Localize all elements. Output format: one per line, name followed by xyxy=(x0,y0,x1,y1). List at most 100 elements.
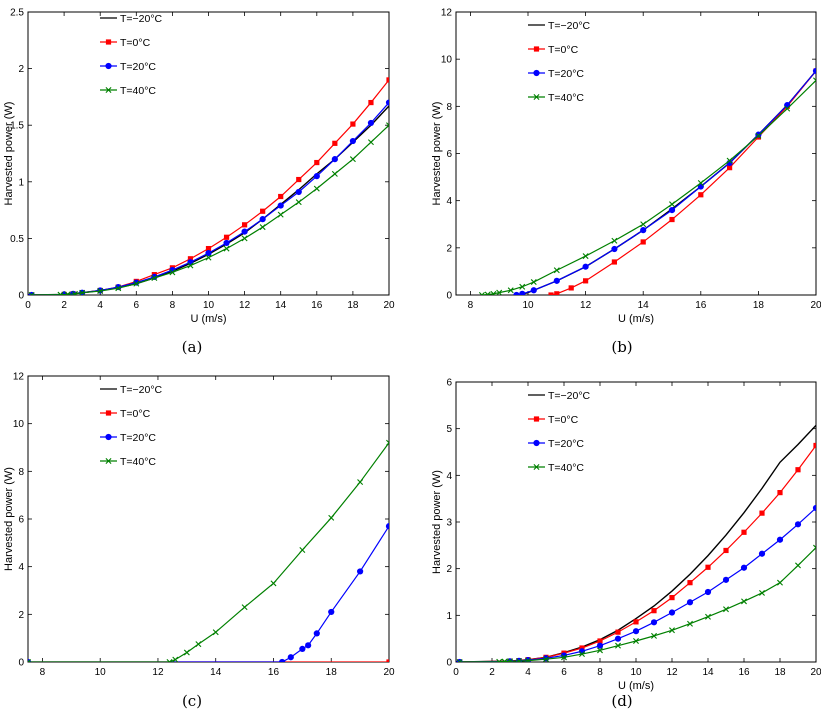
data-point-T=0 xyxy=(187,256,194,262)
data-point-T=40 xyxy=(169,269,176,276)
series-group xyxy=(478,67,816,295)
data-point-T=40 xyxy=(519,283,526,290)
data-point-T=40 xyxy=(777,579,783,586)
legend-marker-T=0 xyxy=(105,39,112,45)
x-tick-label: 18 xyxy=(753,300,765,311)
data-point-T=20 xyxy=(385,523,389,530)
x-tick-label: 20 xyxy=(383,667,395,678)
legend-label-T=20: T=20°C xyxy=(120,432,156,444)
data-point-T=40 xyxy=(615,642,621,649)
data-point-T=0 xyxy=(723,547,729,554)
legend-marker-T=0 xyxy=(105,410,112,416)
series-group xyxy=(456,424,816,662)
y-tick-label: 5 xyxy=(446,424,452,435)
data-point-T=0 xyxy=(727,165,733,171)
data-point-T=20 xyxy=(331,156,338,163)
data-point-T=40 xyxy=(28,659,31,662)
x-tick-label: 8 xyxy=(40,667,46,678)
legend-label-T=40: T=40°C xyxy=(120,85,156,97)
y-tick-label: 1.5 xyxy=(10,121,24,132)
legend-label-T=20: T=20°C xyxy=(548,438,584,450)
data-point-T=40 xyxy=(151,275,158,282)
data-point-T=40 xyxy=(669,627,675,634)
x-tick-label: 2 xyxy=(489,667,495,678)
data-point-T=40 xyxy=(64,291,71,295)
data-point-T=40 xyxy=(205,254,212,261)
legend-label-T=20: T=20°C xyxy=(548,68,584,80)
data-point-T=40 xyxy=(313,185,320,192)
data-point-T=40 xyxy=(456,659,463,662)
data-point-T=0 xyxy=(548,292,554,295)
data-point-T=0 xyxy=(611,259,617,265)
x-tick-label: 10 xyxy=(95,667,107,678)
data-point-T=20 xyxy=(686,599,694,606)
data-point-T=40 xyxy=(133,280,140,287)
y-tick-label: 4 xyxy=(446,196,452,207)
chart-panel-b: 8 10 12 14 16 18 20 0 2 4 6 8 10 12 U (m/s) Harvested p… xyxy=(431,8,821,357)
x-tick-label: 16 xyxy=(738,667,750,678)
data-point-T=40 xyxy=(490,290,497,295)
data-point-T=20 xyxy=(385,99,389,106)
legend-marker-T=20 xyxy=(105,433,112,441)
data-point-T=20 xyxy=(349,137,356,145)
x-tick-label: 10 xyxy=(522,300,534,311)
data-point-T=40 xyxy=(507,287,514,294)
x-tick-label: 8 xyxy=(468,300,474,311)
x-tick-label: 14 xyxy=(702,667,714,678)
data-point-T=20 xyxy=(794,521,802,528)
legend-marker-T=40 xyxy=(533,94,540,100)
y-axis-label: Harvested power (W) xyxy=(431,470,443,574)
data-point-T=0 xyxy=(687,580,693,586)
x-tick-label: 12 xyxy=(580,300,592,311)
data-point-T=0 xyxy=(350,121,356,127)
x-axis-label: U (m/s) xyxy=(618,313,654,325)
chart-panel-c: 8 10 12 14 16 18 20 0 2 4 6 8 10 12 Harvested power (W… xyxy=(3,372,395,711)
data-point-T=20 xyxy=(582,263,589,270)
data-point-T=40 xyxy=(166,659,173,662)
data-point-T=0 xyxy=(597,638,603,644)
data-point-T=40 xyxy=(79,289,86,295)
data-point-T=40 xyxy=(507,658,513,662)
data-point-T=20 xyxy=(279,658,286,662)
data-point-T=0 xyxy=(705,564,711,570)
data-point-T=40 xyxy=(530,279,537,286)
data-point-T=40 xyxy=(367,139,374,146)
x-tick-label: 4 xyxy=(97,300,103,311)
data-point-T=0 xyxy=(554,291,560,295)
data-point-T=0 xyxy=(741,529,747,535)
data-point-T=20 xyxy=(513,291,520,295)
legend-label-T=0: T=0°C xyxy=(548,44,579,56)
x-tick-label: 12 xyxy=(152,667,164,678)
data-point-T=20 xyxy=(812,504,816,512)
y-tick-label: 6 xyxy=(446,378,452,389)
panel-caption-c: (c) xyxy=(182,692,202,710)
data-point-T=20 xyxy=(287,654,294,661)
x-tick-label: 14 xyxy=(638,300,650,311)
x-tick-label: 6 xyxy=(134,300,140,311)
data-point-T=40 xyxy=(597,647,603,654)
data-point-T=0 xyxy=(296,176,302,183)
data-point-T=40 xyxy=(579,651,585,658)
data-point-T=20 xyxy=(722,576,730,583)
data-point-T=0 xyxy=(260,208,266,214)
chart-panel-a: 0 2 4 6 8 10 12 14 16 18 20 0 0.5 1 1.5 2 2.5 U (m/s) Harv… xyxy=(3,8,395,357)
data-point-T=40 xyxy=(97,288,104,295)
data-point-T=20 xyxy=(614,635,622,642)
data-point-T=20 xyxy=(596,642,604,649)
y-tick-label: 8 xyxy=(446,102,452,113)
data-point-T=40 xyxy=(57,291,64,295)
data-point-T=40 xyxy=(195,641,202,648)
data-point-T=20 xyxy=(740,564,748,571)
y-tick-label: 8 xyxy=(18,467,24,478)
x-tick-label: 2 xyxy=(61,300,67,311)
legend-d: T=−20°C T=0°C T=20°C T=40°C xyxy=(528,390,591,474)
data-point-T=40 xyxy=(795,562,801,569)
data-point-T=40 xyxy=(633,638,639,644)
data-point-T=0 xyxy=(651,608,657,614)
data-point-T=40 xyxy=(697,179,704,186)
data-point-T=40 xyxy=(561,654,567,661)
data-point-T=40 xyxy=(705,613,711,620)
legend-label-T=0: T=0°C xyxy=(120,37,151,49)
legend-label-T=0: T=0°C xyxy=(120,408,151,420)
